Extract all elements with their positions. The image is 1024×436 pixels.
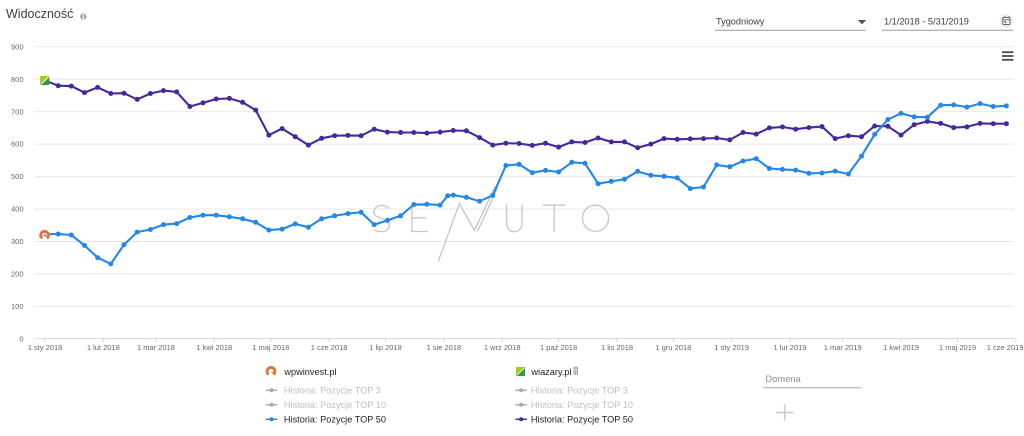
svg-text:300: 300 [11, 237, 24, 246]
svg-text:800: 800 [11, 75, 24, 84]
svg-text:600: 600 [11, 140, 24, 149]
svg-text:1/1/2018 - 5/31/2019: 1/1/2018 - 5/31/2019 [884, 16, 969, 26]
svg-text:1 sie 2018: 1 sie 2018 [427, 343, 462, 352]
svg-text:1 maj 2018: 1 maj 2018 [252, 343, 289, 352]
svg-text:0: 0 [19, 334, 23, 343]
svg-text:1 cze 2018: 1 cze 2018 [311, 343, 348, 352]
svg-text:wiazary.pl: wiazary.pl [530, 367, 571, 377]
svg-text:1 maj 2019: 1 maj 2019 [939, 343, 976, 352]
svg-text:1 mar 2018: 1 mar 2018 [137, 343, 175, 352]
svg-text:1 lis 2018: 1 lis 2018 [601, 343, 633, 352]
svg-text:Domena: Domena [766, 374, 802, 384]
svg-text:400: 400 [11, 205, 24, 214]
svg-text:200: 200 [11, 270, 24, 279]
svg-text:1 sty 2018: 1 sty 2018 [28, 343, 63, 352]
svg-text:1 gru 2018: 1 gru 2018 [655, 343, 691, 352]
svg-text:100: 100 [11, 302, 24, 311]
svg-text:Historia: Pozycje TOP 50: Historia: Pozycje TOP 50 [284, 415, 386, 425]
svg-text:1 lip 2018: 1 lip 2018 [369, 343, 402, 352]
svg-text:Tygodniowy: Tygodniowy [716, 16, 765, 26]
svg-text:Widoczność: Widoczność [6, 7, 73, 21]
svg-text:Historia: Pozycje TOP 50: Historia: Pozycje TOP 50 [531, 415, 633, 425]
svg-text:1 cze 2019: 1 cze 2019 [987, 343, 1024, 352]
svg-text:1 sty 2019: 1 sty 2019 [714, 343, 749, 352]
svg-text:1 paź 2018: 1 paź 2018 [540, 343, 577, 352]
svg-text:1 kwi 2019: 1 kwi 2019 [883, 343, 919, 352]
svg-text:1 wrz 2018: 1 wrz 2018 [484, 343, 521, 352]
svg-text:Historia: Pozycje TOP 3: Historia: Pozycje TOP 3 [531, 386, 628, 396]
svg-text:1 kwi 2018: 1 kwi 2018 [196, 343, 232, 352]
svg-text:700: 700 [11, 107, 24, 116]
svg-text:wpwinvest.pl: wpwinvest.pl [283, 367, 336, 377]
svg-text:500: 500 [11, 172, 24, 181]
svg-text:Historia: Pozycje TOP 10: Historia: Pozycje TOP 10 [531, 400, 633, 410]
svg-text:Historia: Pozycje TOP 10: Historia: Pozycje TOP 10 [284, 400, 386, 410]
svg-text:1 lut 2018: 1 lut 2018 [87, 343, 120, 352]
svg-text:Historia: Pozycje TOP 3: Historia: Pozycje TOP 3 [284, 386, 381, 396]
svg-text:900: 900 [11, 42, 24, 51]
svg-text:1 lut 2019: 1 lut 2019 [774, 343, 807, 352]
svg-text:1 mar 2019: 1 mar 2019 [824, 343, 862, 352]
